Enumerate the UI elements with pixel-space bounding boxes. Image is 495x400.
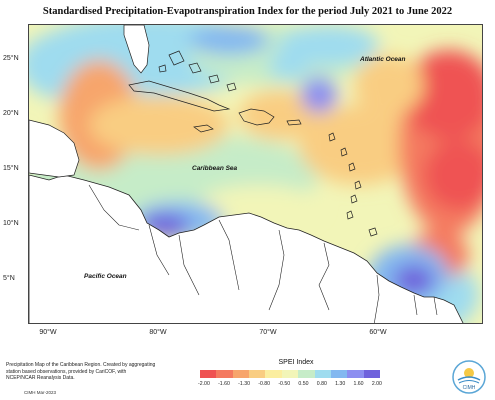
legend-swatch <box>314 370 331 378</box>
legend-colorbar <box>200 370 380 378</box>
legend-tick-label: -0.80 <box>258 381 271 387</box>
logo-text: CIMH <box>463 385 476 391</box>
lat-label-25n: 25°N <box>3 55 19 62</box>
florida <box>123 25 150 74</box>
legend-tick-label: -2.00 <box>198 381 210 387</box>
lon-label-60w: 60°W <box>369 329 387 336</box>
cimh-logo: CIMH <box>452 360 486 394</box>
spei-field <box>29 25 482 323</box>
legend-swatch <box>330 370 348 378</box>
lat-label-15n: 15°N <box>3 165 19 172</box>
map-description: Precipitation Map of the Caribbean Regio… <box>6 362 156 381</box>
yucatan <box>29 119 80 178</box>
legend-swatch <box>216 370 233 378</box>
legend-title: SPEI Index <box>278 359 314 366</box>
lon-label-90w: 90°W <box>39 329 57 336</box>
lat-label-20n: 20°N <box>3 110 19 117</box>
label-caribbean-sea: Caribbean Sea <box>192 165 238 172</box>
legend-tick-label: -1.60 <box>218 381 230 387</box>
legend-swatch <box>298 370 315 378</box>
legend-tick-label: -0.50 <box>278 381 291 387</box>
legend-tick-label: 0.50 <box>298 381 309 387</box>
spei-map <box>28 24 483 324</box>
map-title: Standardised Precipitation-Evapotranspir… <box>42 6 453 17</box>
legend-swatch <box>265 370 282 378</box>
legend-swatch <box>232 370 250 378</box>
legend-swatch <box>200 370 217 378</box>
legend-swatch <box>281 370 299 378</box>
country-borders <box>88 184 438 323</box>
legend-tick-label: 0.80 <box>316 381 327 387</box>
legend-swatch <box>363 370 380 378</box>
legend-tick-label: 2.00 <box>371 381 382 387</box>
map-date: CIMH Mar-2023 <box>24 390 57 395</box>
lon-label-70w: 70°W <box>259 329 277 336</box>
lat-label-5n: 5°N <box>3 275 15 282</box>
legend-swatch <box>347 370 364 378</box>
lat-label-10n: 10°N <box>3 220 19 227</box>
legend-ticks: -2.00 -1.60 -1.30 -0.80 -0.50 0.50 0.80 1.30 1.6… <box>198 381 382 387</box>
legend-swatch <box>249 370 266 378</box>
legend-tick-label: 1.60 <box>353 381 364 387</box>
label-pacific-ocean: Pacific Ocean <box>84 273 127 280</box>
caribbean-islands <box>128 50 378 237</box>
legend-tick-label: 1.30 <box>335 381 346 387</box>
lon-label-80w: 80°W <box>149 329 167 336</box>
label-atlantic-ocean: Atlantic Ocean <box>360 56 406 63</box>
legend-tick-label: -1.30 <box>238 381 250 387</box>
